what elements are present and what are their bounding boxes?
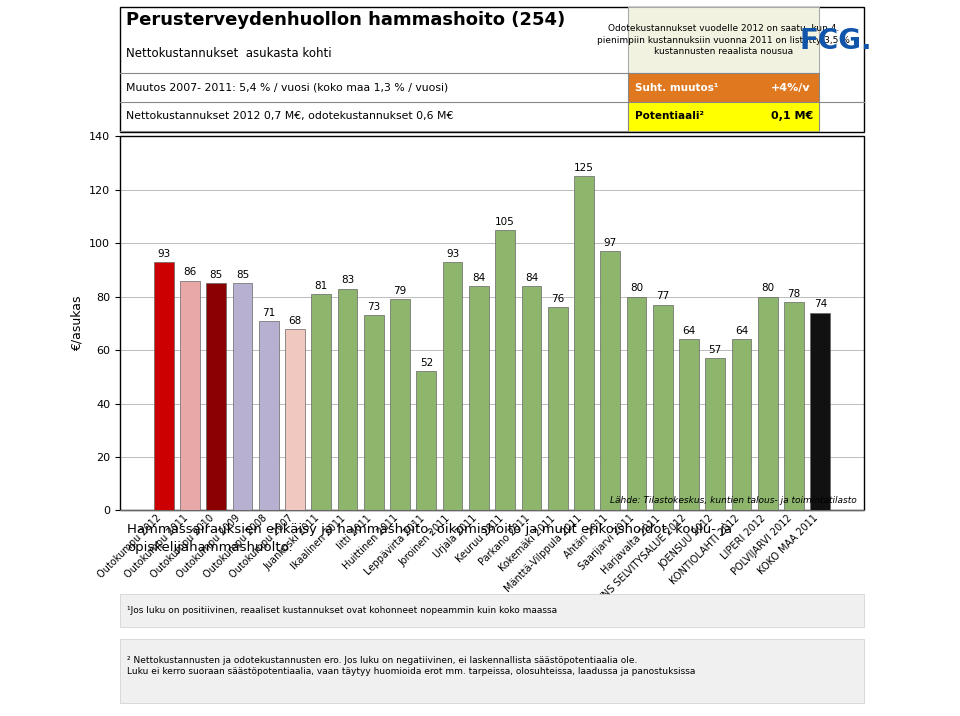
Text: Potentiaali²: Potentiaali²: [635, 111, 704, 121]
Text: 84: 84: [472, 273, 486, 283]
Bar: [285, 329, 305, 511]
Bar: [417, 372, 436, 511]
Bar: [653, 305, 673, 511]
Bar: [574, 176, 594, 511]
Text: 78: 78: [787, 289, 801, 299]
Bar: [364, 315, 384, 511]
Text: 93: 93: [157, 248, 170, 258]
Bar: [784, 302, 804, 511]
Text: 77: 77: [656, 291, 669, 301]
Bar: [706, 358, 725, 511]
Bar: [338, 289, 357, 511]
Bar: [548, 307, 567, 511]
Text: 57: 57: [708, 345, 722, 355]
Text: 64: 64: [735, 326, 748, 337]
Bar: [469, 286, 489, 511]
Text: 80: 80: [630, 284, 643, 294]
Text: 84: 84: [525, 273, 538, 283]
Bar: [443, 262, 463, 511]
Bar: [521, 286, 541, 511]
Bar: [732, 339, 752, 511]
Bar: [311, 294, 331, 511]
Bar: [627, 296, 646, 511]
Text: 74: 74: [814, 299, 827, 309]
Bar: [758, 296, 778, 511]
Bar: [810, 313, 830, 511]
Text: +4%/v: +4%/v: [771, 82, 810, 92]
Text: 93: 93: [446, 248, 459, 258]
Polygon shape: [628, 7, 820, 73]
Text: 85: 85: [236, 270, 249, 280]
Polygon shape: [628, 73, 820, 102]
Text: 81: 81: [315, 281, 328, 291]
Text: 105: 105: [495, 217, 515, 227]
Polygon shape: [628, 102, 820, 130]
Text: Suht. muutos¹: Suht. muutos¹: [635, 82, 718, 92]
Text: 71: 71: [262, 307, 276, 317]
Text: 80: 80: [761, 284, 775, 294]
Text: 76: 76: [551, 294, 564, 304]
Text: Perusterveydenhuollon hammashoito (254): Perusterveydenhuollon hammashoito (254): [126, 11, 565, 29]
Polygon shape: [120, 594, 864, 627]
Bar: [600, 251, 620, 511]
Bar: [679, 339, 699, 511]
Bar: [180, 281, 200, 511]
Text: ² Nettokustannusten ja odotekustannusten ero. Jos luku on negatiivinen, ei laske: ² Nettokustannusten ja odotekustannusten…: [128, 656, 696, 677]
Text: 83: 83: [341, 276, 354, 286]
Text: FCG.: FCG.: [800, 26, 872, 55]
Text: 52: 52: [420, 358, 433, 368]
Text: 86: 86: [183, 268, 197, 277]
Bar: [232, 284, 252, 511]
Text: ¹Jos luku on positiivinen, reaaliset kustannukset ovat kohonneet nopeammin kuin : ¹Jos luku on positiivinen, reaaliset kus…: [128, 606, 558, 616]
Text: 73: 73: [367, 302, 380, 312]
Text: Odotekustannukset vuodelle 2012 on saatu, kun 4.
pienimpiin kustannuksiin vuonna: Odotekustannukset vuodelle 2012 on saatu…: [597, 24, 851, 56]
Polygon shape: [120, 639, 864, 703]
Text: 64: 64: [683, 326, 696, 337]
Bar: [154, 262, 174, 511]
Text: 79: 79: [394, 286, 407, 296]
Text: Hammassairauksien ehkäisy ja hammashoito, oikomishoito ja muut erikoishoidot, ko: Hammassairauksien ehkäisy ja hammashoito…: [128, 523, 732, 553]
Text: Nettokustannukset  asukasta kohti: Nettokustannukset asukasta kohti: [126, 47, 331, 60]
Polygon shape: [120, 7, 864, 132]
Text: Muutos 2007- 2011: 5,4 % / vuosi (koko maa 1,3 % / vuosi): Muutos 2007- 2011: 5,4 % / vuosi (koko m…: [126, 82, 448, 92]
Bar: [259, 321, 278, 511]
Text: 85: 85: [209, 270, 223, 280]
Text: Lähde: Tilastokeskus, kuntien talous- ja toimintatilasto: Lähde: Tilastokeskus, kuntien talous- ja…: [610, 495, 856, 505]
Text: 0,1 M€: 0,1 M€: [771, 111, 813, 121]
Bar: [206, 284, 226, 511]
Bar: [495, 230, 515, 511]
Text: Nettokustannukset 2012 0,7 M€, odotekustannukset 0,6 M€: Nettokustannukset 2012 0,7 M€, odotekust…: [126, 111, 453, 121]
Y-axis label: €/asukas: €/asukas: [71, 296, 84, 351]
Text: 68: 68: [288, 316, 301, 326]
Text: 97: 97: [604, 238, 617, 248]
Bar: [390, 299, 410, 511]
Text: 125: 125: [574, 163, 594, 173]
